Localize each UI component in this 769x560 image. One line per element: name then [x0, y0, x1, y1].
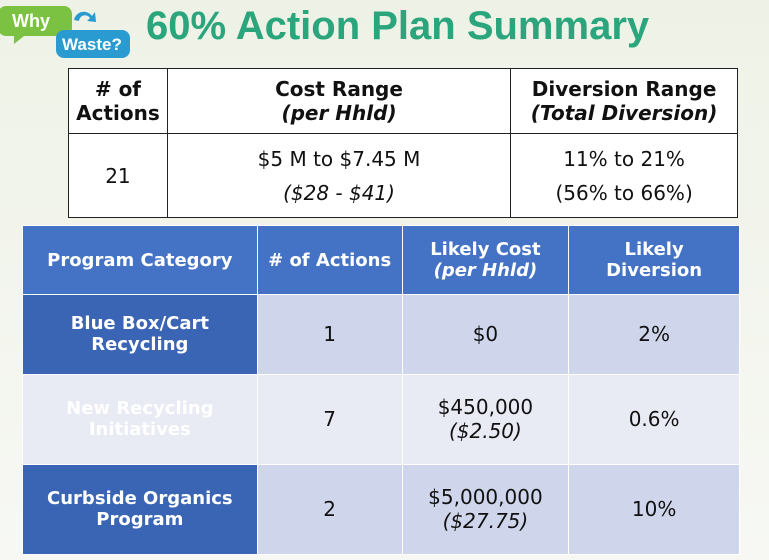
header-row: # of Actions Cost Range (per Hhld) Diversio… [68, 68, 738, 134]
column-header: Program Category [22, 225, 258, 295]
cell-note: (Total Diversion) [530, 101, 718, 125]
cell-text: 2 [323, 497, 337, 522]
row: New Recycling Initiatives 7 $450,000 ($2.50… [22, 373, 740, 465]
cell-text: 0.6% [628, 407, 680, 432]
cell: 2 [256, 463, 403, 556]
column-header: Diversion Range (Total Diversion) [510, 68, 738, 134]
cell: 7 [256, 373, 403, 465]
cell-text: Blue Box/Cart Recycling [70, 313, 209, 356]
cell-note: (per Hhld) [281, 101, 397, 125]
logo-bottom: Waste? [62, 35, 122, 54]
arrow [74, 11, 96, 22]
column-header: Likely Cost (per Hhld) [401, 225, 570, 295]
cell-text: 2% [638, 322, 670, 347]
cell: 1 [256, 294, 403, 375]
title: 60% Action Plan Summary [146, 4, 650, 48]
cell-text: Program Category [47, 249, 233, 271]
cell: 2% [568, 294, 740, 375]
bubble [56, 30, 130, 58]
cell-text: # of Actions [268, 249, 392, 271]
cell: $5 M to $7.45 M ($28 - $41) [166, 133, 512, 218]
cell-text: $0 [472, 322, 499, 347]
column-header: Likely Diversion [568, 225, 740, 295]
cell-text: 10% [631, 497, 677, 522]
cell-text: $450,000 [437, 395, 534, 420]
logo: Why Waste? [0, 6, 130, 58]
cell-note: ($27.75) [442, 509, 529, 534]
column-header: Cost Range (per Hhld) [166, 68, 512, 134]
row: Curbside Organics Program 2 $5,000,000 ($27… [22, 463, 740, 556]
cell-text: New Recycling Initiatives [66, 398, 214, 441]
cell-note: (56% to 66%) [555, 180, 693, 205]
cell: Blue Box/Cart Recycling [22, 294, 258, 375]
cell-text: 1 [323, 322, 337, 347]
cell-text: Likely Cost [430, 239, 541, 260]
cell: 21 [68, 133, 168, 218]
cell: $0 [401, 294, 570, 375]
cell: $450,000 ($2.50) [401, 373, 570, 465]
program-table: Program Category # of Actions Likely Cost(… [22, 225, 740, 556]
cell-text: Diversion Range [531, 77, 717, 101]
bubble [0, 6, 72, 44]
cell-text: 11% to 21% [563, 146, 685, 171]
cell-text: Likely Diversion [606, 239, 703, 281]
row: Blue Box/Cart Recycling 1 $0 2% [22, 294, 740, 375]
cell-text: $5,000,000 [428, 485, 543, 510]
cell: 10% [568, 463, 740, 556]
header-row: Program Category # of Actions Likely Cost(… [22, 225, 740, 295]
cell-note: ($28 - $41) [283, 180, 395, 205]
cell-note: (per Hhld) [433, 260, 538, 281]
cell: 0.6% [568, 373, 740, 465]
logo-top: Why [12, 11, 50, 31]
cell: Curbside Organics Program [22, 463, 258, 556]
cell-text: 21 [105, 163, 131, 188]
cell-text: Cost Range [275, 77, 403, 101]
cell-text: Curbside Organics Program [47, 488, 233, 531]
cell-text: $5 M to $7.45 M [257, 146, 421, 171]
cell: $5,000,000 ($27.75) [401, 463, 570, 556]
cell: 11% to 21% (56% to 66%) [510, 133, 738, 218]
column-header: # of Actions [68, 68, 168, 134]
cell-text: 7 [323, 407, 337, 432]
row: 21 $5 M to $7.45 M ($28 - $41) 11% to 21% (5… [68, 133, 738, 218]
column-header: # of Actions [256, 225, 403, 295]
cell-text: # of Actions [76, 77, 160, 125]
summary-table: # of Actions Cost Range (per Hhld) Diversio… [68, 68, 738, 218]
cell: New Recycling Initiatives [22, 373, 258, 465]
cell-note: ($2.50) [448, 419, 522, 444]
